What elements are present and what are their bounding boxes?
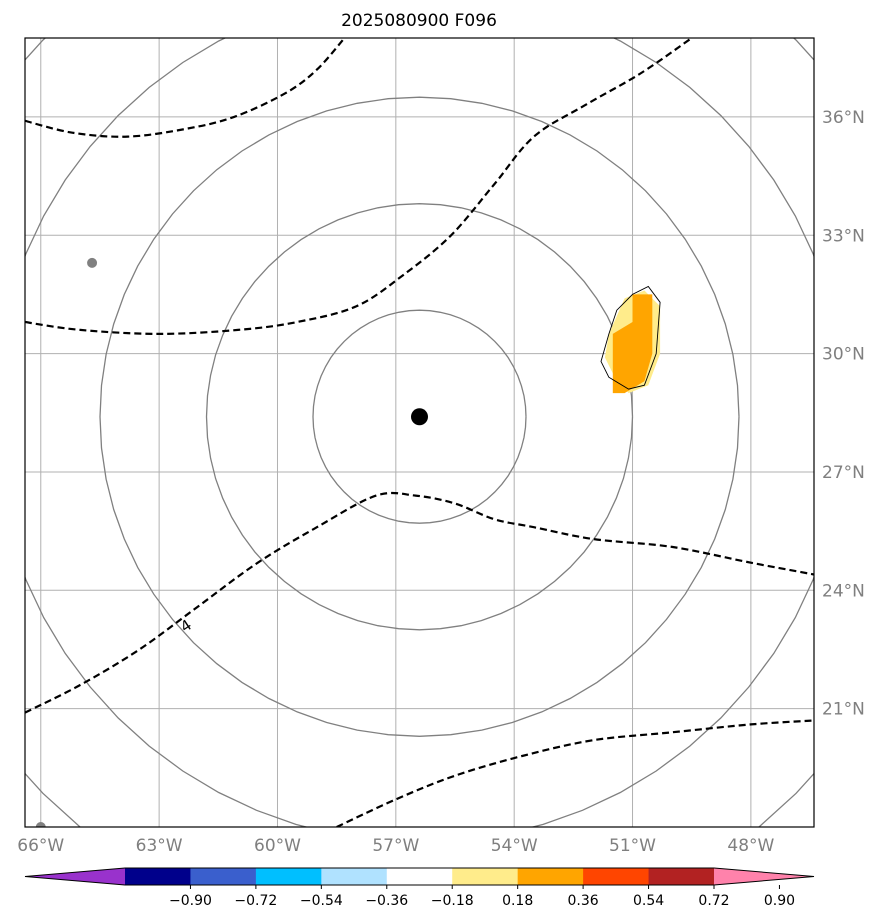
dashed-contours: 4 bbox=[25, 38, 814, 827]
colorbar-tick-label: −0.90 bbox=[169, 893, 212, 909]
lon-tick-label: 66°W bbox=[17, 836, 64, 856]
lat-tick-label: 36°N bbox=[822, 108, 865, 128]
colorbar: −0.90 −0.72 −0.54 −0.36 −0.18 0.18 0.36 0.54 0.7… bbox=[24, 867, 815, 909]
dashed-contour-line bbox=[25, 491, 814, 714]
storm-center-marker bbox=[411, 408, 428, 426]
longitude-ticks: 66°W 63°W 60°W 57°W 54°W 51°W 48°W bbox=[17, 836, 774, 856]
range-ring bbox=[312, 309, 527, 524]
chart-title: 2025080900 F096 bbox=[341, 11, 497, 31]
colorbar-bin bbox=[648, 868, 715, 885]
range-ring bbox=[99, 96, 740, 737]
colorbar-bin bbox=[452, 868, 519, 885]
gray-point-marker bbox=[35, 822, 46, 827]
lon-tick-label: 57°W bbox=[372, 836, 419, 856]
anomaly-outline bbox=[600, 285, 661, 390]
lat-tick-label: 21°N bbox=[822, 700, 865, 720]
colorbar-bin bbox=[255, 868, 322, 885]
colorbar-tick-label: 0.36 bbox=[568, 893, 599, 909]
colorbar-tick-label: −0.36 bbox=[365, 893, 408, 909]
map-frame bbox=[24, 37, 815, 828]
colorbar-bin bbox=[190, 868, 257, 885]
lat-tick-label: 33°N bbox=[822, 226, 865, 246]
lat-tick-label: 30°N bbox=[822, 345, 865, 365]
colorbar-tick-label: 0.18 bbox=[502, 893, 533, 909]
graticule bbox=[25, 38, 814, 827]
lon-tick-label: 51°W bbox=[609, 836, 656, 856]
anomaly-fill-orange bbox=[612, 294, 653, 394]
colorbar-tick-label: −0.18 bbox=[431, 893, 474, 909]
lon-tick-label: 48°W bbox=[727, 836, 774, 856]
dashed-contour-line bbox=[336, 719, 814, 827]
colorbar-bin bbox=[583, 868, 650, 885]
range-ring bbox=[25, 38, 814, 827]
colorbar-tick-label: −0.72 bbox=[234, 893, 277, 909]
lon-tick-label: 60°W bbox=[254, 836, 301, 856]
colorbar-extend-high bbox=[714, 868, 814, 885]
anomaly-patch bbox=[600, 285, 661, 394]
colorbar-tick-label: 0.54 bbox=[633, 893, 664, 909]
range-ring bbox=[205, 203, 634, 631]
gray-point-marker bbox=[87, 257, 98, 268]
dashed-contour-line bbox=[25, 38, 693, 336]
lon-tick-label: 63°W bbox=[136, 836, 183, 856]
lat-tick-label: 24°N bbox=[822, 581, 865, 601]
colorbar-bin bbox=[125, 868, 191, 885]
colorbar-bin bbox=[517, 868, 584, 885]
colorbar-tick-label: 0.90 bbox=[764, 893, 795, 909]
lon-tick-label: 54°W bbox=[491, 836, 538, 856]
latitude-ticks: 21°N 24°N 27°N 30°N 33°N 36°N bbox=[822, 108, 865, 720]
colorbar-extend-low bbox=[25, 868, 125, 885]
colorbar-bin bbox=[321, 868, 388, 885]
colorbar-tick-label: −0.54 bbox=[300, 893, 343, 909]
colorbar-outline bbox=[24, 867, 815, 886]
map-background bbox=[25, 38, 814, 827]
dashed-contour-line bbox=[25, 38, 346, 138]
colorbar-bin bbox=[386, 868, 453, 885]
lat-tick-label: 27°N bbox=[822, 463, 865, 483]
colorbar-tick-label: 0.72 bbox=[698, 893, 729, 909]
points bbox=[35, 257, 428, 827]
